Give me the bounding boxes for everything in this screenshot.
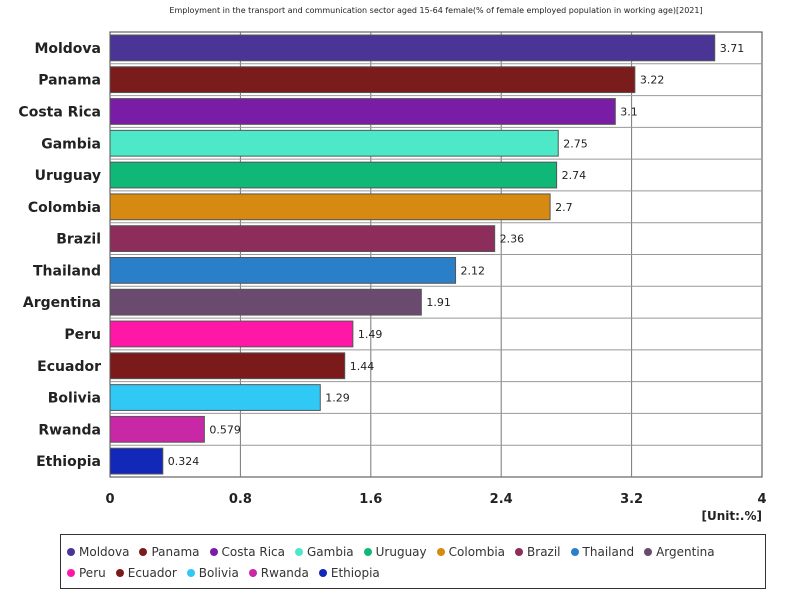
legend-item: Brazil	[515, 541, 561, 562]
category-label: Argentina	[23, 295, 101, 311]
legend-label: Moldova	[79, 544, 130, 559]
value-label: 2.74	[562, 169, 587, 182]
legend-item: Moldova	[67, 541, 129, 562]
value-label: 2.36	[500, 233, 525, 246]
bar	[109, 161, 558, 189]
bar	[109, 320, 354, 348]
value-label: 0.324	[168, 455, 200, 468]
category-label: Ecuador	[37, 359, 101, 375]
legend-item: Uruguay	[363, 541, 427, 562]
legend-label: Bolivia	[198, 565, 239, 580]
category-label: Ethiopia	[36, 454, 101, 470]
legend-swatch	[363, 547, 372, 556]
legend-label: Brazil	[527, 544, 561, 559]
bar	[109, 225, 496, 252]
bar	[109, 193, 551, 221]
bar	[109, 34, 716, 62]
legend-label: Rwanda	[260, 565, 309, 580]
bar	[109, 447, 164, 475]
legend-label: Colombia	[448, 544, 506, 559]
legend-swatch	[515, 547, 524, 556]
legend-swatch	[436, 547, 445, 556]
x-tick-label: 3.2	[620, 492, 643, 507]
bar	[109, 129, 559, 157]
legend-label: Argentina	[656, 544, 715, 559]
grid-layer	[109, 31, 763, 478]
legend-item: Panama	[139, 541, 200, 562]
legend-label: Ethiopia	[330, 565, 380, 580]
bar	[109, 352, 346, 380]
legend-swatch	[570, 547, 579, 556]
legend-item: Argentina	[644, 541, 715, 562]
legend-item: Rwanda	[248, 562, 309, 583]
value-label: 1.44	[350, 360, 375, 373]
legend-swatch	[318, 568, 327, 577]
legend-label: Ecuador	[127, 565, 177, 580]
legend-item: Colombia	[436, 541, 506, 562]
x-tick-label: 2.4	[490, 492, 513, 507]
category-label: Moldova	[34, 41, 101, 57]
legend-swatch	[115, 568, 124, 577]
legend-item: Costa Rica	[209, 541, 285, 562]
legend-swatch	[186, 568, 195, 577]
bars-layer	[109, 34, 716, 475]
bar	[109, 288, 422, 316]
legend-item: Peru	[67, 562, 106, 583]
legend-item: Thailand	[570, 541, 635, 562]
category-label: Uruguay	[35, 168, 101, 184]
bar	[109, 257, 457, 284]
legend-swatch	[139, 547, 148, 556]
legend-item: Gambia	[294, 541, 354, 562]
value-label: 1.49	[358, 328, 383, 341]
x-tick-label: 4	[757, 492, 766, 507]
legend-label: Peru	[79, 565, 106, 580]
x-tick-label: 1.6	[359, 492, 382, 507]
legend: Moldova Panama Costa Rica Gambia Uruguay Colo…	[60, 534, 766, 589]
legend-swatch	[248, 568, 257, 577]
value-label: 3.1	[620, 105, 638, 118]
category-label: Colombia	[28, 200, 101, 216]
legend-label: Panama	[151, 544, 200, 559]
bar	[109, 384, 321, 411]
labels-layer: 0 0.8 1.6 2.4 3.2 4 Moldova 3.71 Panama 3.22 Costa…	[18, 41, 766, 507]
category-label: Gambia	[41, 136, 101, 152]
bar	[109, 66, 636, 94]
value-label: 3.22	[640, 74, 665, 87]
legend-swatch	[644, 547, 653, 556]
value-label: 1.29	[325, 392, 350, 405]
value-label: 1.91	[426, 296, 451, 309]
legend-label: Uruguay	[375, 544, 427, 559]
category-label: Costa Rica	[18, 104, 101, 120]
value-label: 2.7	[555, 201, 573, 214]
x-tick-label: 0.8	[229, 492, 252, 507]
category-label: Panama	[38, 73, 101, 89]
legend-swatch	[67, 547, 75, 556]
legend-item: Ecuador	[115, 562, 177, 583]
legend-item: Bolivia	[186, 562, 239, 583]
legend-items: Moldova Panama Costa Rica Gambia Uruguay Colo…	[67, 541, 739, 583]
category-label: Bolivia	[48, 391, 101, 407]
category-label: Peru	[64, 327, 101, 343]
legend-label: Thailand	[582, 544, 635, 559]
bar	[109, 98, 616, 125]
value-label: 3.71	[720, 42, 745, 55]
value-label: 0.579	[209, 423, 241, 436]
legend-label: Costa Rica	[221, 544, 285, 559]
legend-swatch	[294, 547, 303, 556]
value-label: 2.12	[461, 264, 486, 277]
category-label: Rwanda	[38, 422, 101, 438]
chart-title: Employment in the transport and communic…	[169, 6, 703, 15]
category-label: Brazil	[56, 232, 101, 248]
category-label: Thailand	[33, 263, 101, 279]
legend-swatch	[67, 568, 75, 577]
unit-label: [Unit:.%]	[701, 509, 763, 523]
legend-item: Ethiopia	[318, 562, 380, 583]
legend-swatch	[209, 547, 218, 556]
legend-label: Gambia	[306, 544, 354, 559]
x-tick-label: 0	[105, 492, 114, 507]
value-label: 2.75	[563, 137, 588, 150]
bar	[109, 415, 205, 443]
